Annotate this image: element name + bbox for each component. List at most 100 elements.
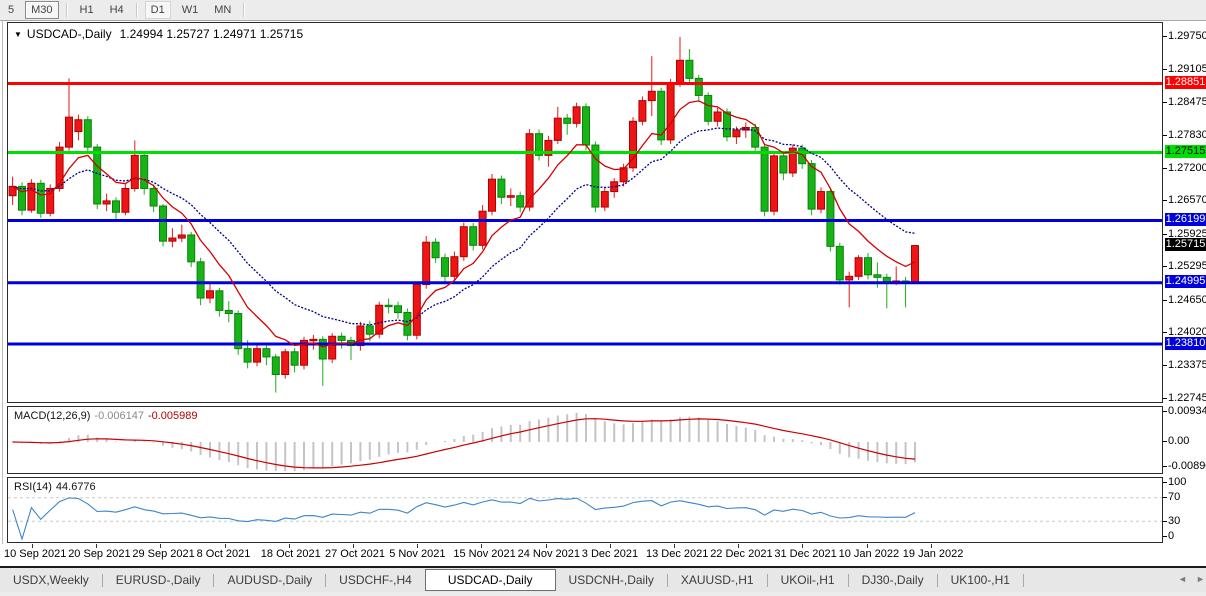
macd-axis-label: 0.009345 bbox=[1168, 405, 1206, 417]
timeframe-button-h4[interactable]: H4 bbox=[109, 4, 124, 16]
chart-dropdown-icon[interactable]: ▼ bbox=[14, 30, 22, 39]
tab-separator bbox=[936, 573, 938, 587]
price-tick-label: 1.29105 bbox=[1168, 63, 1206, 76]
macd-axis-label: -0.00890 bbox=[1168, 460, 1206, 472]
price-tick-mark bbox=[1163, 266, 1167, 268]
date-tick-mark bbox=[417, 544, 419, 548]
price-tick-label: 1.28475 bbox=[1168, 95, 1206, 108]
price-tick-mark bbox=[1163, 233, 1167, 235]
timeframe-button-d1[interactable]: D1 bbox=[144, 1, 171, 19]
rsi-tick-mark bbox=[1163, 536, 1167, 537]
date-label: 10 Jan 2022 bbox=[838, 548, 900, 560]
date-label: 13 Dec 2021 bbox=[646, 548, 709, 560]
price-tick-mark bbox=[1163, 299, 1167, 301]
main-chart-panel[interactable] bbox=[7, 22, 1163, 403]
date-label: 22 Dec 2021 bbox=[710, 548, 773, 560]
price-tag-125715: 1.25715 bbox=[1165, 238, 1206, 252]
price-tick-label: 1.26570 bbox=[1168, 194, 1206, 207]
macd-label: MACD(12,26,9) -0.006147 -0.005989 bbox=[14, 410, 202, 422]
tab-scroll-right-icon[interactable]: ► bbox=[1196, 574, 1205, 584]
chart-tab-bar: USDX,Weekly EURUSD-,Daily AUDUSD-,Daily USD… bbox=[0, 568, 1206, 592]
price-tag-126199: 1.26199 bbox=[1165, 213, 1206, 227]
chart-tab-usdchf-h4[interactable]: USDCHF-,H4 bbox=[339, 573, 412, 587]
timeframe-button-5[interactable]: 5 bbox=[8, 4, 15, 16]
chart-tab-usdcad-daily[interactable]: USDCAD-,Daily bbox=[424, 569, 556, 591]
candlestick-chart-canvas[interactable] bbox=[8, 23, 1162, 402]
date-tick-mark bbox=[802, 544, 804, 548]
price-tick-label: 1.29750 bbox=[1168, 30, 1206, 43]
price-tick-label: 1.24020 bbox=[1168, 326, 1206, 339]
chart-tab-audusd-daily[interactable]: AUDUSD-,Daily bbox=[227, 573, 313, 587]
toolbar-separator bbox=[135, 3, 138, 17]
rsi-indicator-panel[interactable]: RSI(14) 44.6776 bbox=[7, 477, 1163, 543]
chart-tab-uk100-h1[interactable]: UK100-,H1 bbox=[950, 573, 1010, 587]
tab-scroll-left-icon[interactable]: ◄ bbox=[1178, 574, 1187, 584]
chart-tab-eurusd-daily[interactable]: EURUSD-,Daily bbox=[115, 573, 201, 587]
price-tick-mark bbox=[1163, 36, 1167, 38]
date-label: 10 Sep 2021 bbox=[4, 548, 67, 560]
rsi-tick-mark bbox=[1163, 521, 1167, 522]
price-tick-mark bbox=[1163, 200, 1167, 202]
date-tick-mark bbox=[160, 544, 162, 548]
price-tick-label: 1.27200 bbox=[1168, 161, 1206, 174]
price-tick-mark bbox=[1163, 135, 1167, 137]
rsi-chart-canvas[interactable] bbox=[8, 478, 1162, 542]
price-tick-mark bbox=[1163, 365, 1167, 367]
tab-separator bbox=[1022, 573, 1024, 587]
date-label: 20 Sep 2021 bbox=[68, 548, 131, 560]
price-tick-label: 1.25295 bbox=[1168, 260, 1206, 273]
date-label: 31 Dec 2021 bbox=[774, 548, 837, 560]
rsi-axis-label: 70 bbox=[1168, 491, 1181, 503]
price-tick-mark bbox=[1163, 101, 1167, 103]
rsi-label: RSI(14) 44.6776 bbox=[14, 481, 100, 493]
date-tick-mark bbox=[545, 544, 547, 548]
window-edge bbox=[2, 21, 3, 566]
chart-tab-dj30-daily[interactable]: DJ30-,Daily bbox=[861, 573, 924, 587]
date-tick-mark bbox=[224, 544, 226, 548]
date-axis: 10 Sep 2021 20 Sep 2021 29 Sep 2021 8 Oct 2… bbox=[0, 544, 1206, 566]
price-axis: 1.29750 1.29105 1.28475 1.27830 1.27200 1.265… bbox=[1163, 22, 1206, 543]
price-tick-label: 1.25925 bbox=[1168, 227, 1206, 240]
price-tick-mark bbox=[1163, 332, 1167, 334]
date-label: 18 Oct 2021 bbox=[260, 548, 321, 560]
date-tick-mark bbox=[866, 544, 868, 548]
price-tick-label: 1.24650 bbox=[1168, 293, 1206, 306]
tab-separator bbox=[847, 573, 849, 587]
chart-tab-xauusd-h1[interactable]: XAUUSD-,H1 bbox=[680, 573, 754, 587]
price-tag-127515: 1.27515 bbox=[1165, 145, 1206, 159]
rsi-value: 44.6776 bbox=[55, 481, 96, 493]
date-label: 5 Nov 2021 bbox=[389, 548, 446, 560]
tab-separator bbox=[213, 573, 215, 587]
tab-separator bbox=[101, 573, 103, 587]
chart-tab-usdcnh-daily[interactable]: USDCNH-,Daily bbox=[568, 573, 654, 587]
date-label: 3 Dec 2021 bbox=[581, 548, 639, 560]
price-tick-label: 1.23375 bbox=[1168, 359, 1206, 372]
rsi-tick-mark bbox=[1163, 497, 1167, 498]
timeframe-button-h1[interactable]: H1 bbox=[79, 4, 94, 16]
separator-line bbox=[0, 566, 1206, 568]
price-tag-128851: 1.28851 bbox=[1165, 76, 1206, 89]
price-tick-mark bbox=[1163, 398, 1167, 400]
tab-separator bbox=[766, 573, 768, 587]
chart-tab-usdx-weekly[interactable]: USDX,Weekly bbox=[13, 573, 89, 587]
timeframe-button-mn[interactable]: MN bbox=[214, 4, 232, 16]
macd-tick-mark bbox=[1163, 411, 1167, 412]
chart-tab-ukoil-h1[interactable]: UKOil-,H1 bbox=[780, 573, 835, 587]
timeframe-button-w1[interactable]: W1 bbox=[181, 4, 199, 16]
macd-chart-canvas[interactable] bbox=[8, 407, 1162, 473]
date-label: 8 Oct 2021 bbox=[196, 548, 251, 560]
date-tick-mark bbox=[738, 544, 740, 548]
date-label: 19 Jan 2022 bbox=[902, 548, 964, 560]
chart-ohlc-values: 1.24994 1.25727 1.24971 1.25715 bbox=[119, 27, 304, 41]
rsi-tick-mark bbox=[1163, 482, 1167, 483]
macd-indicator-panel[interactable]: MACD(12,26,9) -0.006147 -0.005989 bbox=[7, 406, 1163, 474]
rsi-name: RSI(14) bbox=[14, 481, 52, 493]
macd-axis-label: 0.00 bbox=[1168, 435, 1190, 447]
date-label: 29 Sep 2021 bbox=[132, 548, 195, 560]
price-tag-124995: 1.24995 bbox=[1165, 275, 1206, 289]
rsi-axis-label: 30 bbox=[1168, 515, 1181, 527]
timeframe-button-m30[interactable]: M30 bbox=[25, 1, 59, 19]
price-tick-mark bbox=[1163, 69, 1167, 71]
rsi-axis-label: 100 bbox=[1168, 476, 1187, 488]
